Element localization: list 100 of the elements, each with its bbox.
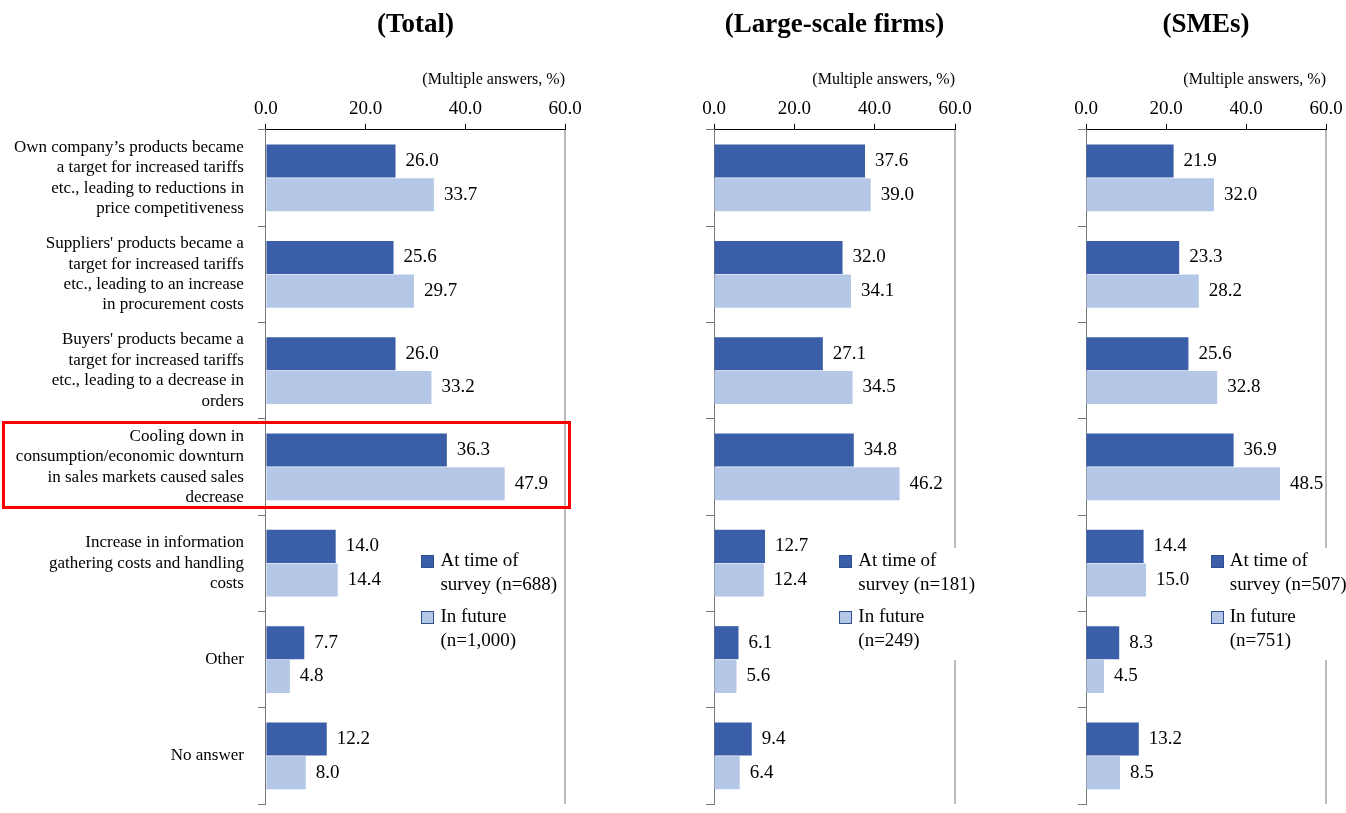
x-tick-label: 20.0	[1149, 97, 1183, 119]
bar	[1086, 433, 1234, 467]
bar	[714, 274, 851, 308]
chart-title: (Total)	[375, 8, 455, 39]
bar	[1086, 563, 1146, 597]
x-tick-label: 0.0	[1074, 97, 1098, 119]
legend-label: At time of survey (n=507)	[1229, 547, 1346, 596]
legend-label: At time of survey (n=688)	[440, 547, 559, 596]
bar	[266, 756, 306, 790]
bar	[714, 659, 737, 693]
data-label: 28.2	[1208, 279, 1243, 301]
legend-label: In future (n=1,000)	[440, 603, 518, 652]
y-tick-label: Buyers' products became a target for increased tariffs etc., leading to a decrease in orders	[51, 329, 245, 410]
data-label: 9.4	[761, 726, 787, 748]
bar	[1086, 178, 1214, 212]
bar	[266, 178, 434, 212]
data-label: 34.8	[863, 438, 898, 460]
data-label: 12.7	[775, 534, 809, 556]
data-label: 32.0	[1224, 182, 1258, 204]
data-label: 48.5	[1290, 471, 1324, 493]
data-label: 25.6	[403, 245, 437, 267]
bar	[1086, 626, 1120, 660]
bar	[266, 659, 290, 693]
bar	[266, 337, 396, 371]
data-label: 26.0	[405, 341, 439, 363]
bar	[1086, 240, 1180, 274]
bar	[266, 274, 414, 308]
bar	[714, 144, 866, 178]
data-label: 12.4	[773, 568, 808, 590]
data-label: 25.6	[1198, 341, 1232, 363]
data-label: 21.9	[1183, 149, 1217, 171]
bar	[1086, 756, 1120, 790]
data-label: 15.0	[1156, 568, 1190, 590]
data-label: 6.4	[749, 760, 774, 782]
bar	[266, 467, 505, 501]
data-label: 39.0	[880, 182, 914, 204]
bar	[714, 370, 853, 404]
data-label: 33.2	[441, 375, 475, 397]
bar	[266, 433, 447, 467]
y-tick-label: Own company’s products became a target for increased tariffs etc., leading to reductions in price competitiveness	[13, 136, 245, 218]
bar	[714, 722, 752, 756]
data-label: 32.0	[852, 245, 886, 267]
data-label: 34.5	[862, 375, 896, 397]
data-label: 14.4	[1153, 534, 1188, 556]
bar	[1086, 144, 1174, 178]
data-label: 6.1	[748, 630, 773, 652]
x-tick-label: 40.0	[858, 97, 892, 119]
bar	[266, 529, 336, 563]
legend-label: In future (n=751)	[1229, 603, 1297, 652]
data-label: 5.6	[746, 664, 771, 686]
bar	[266, 144, 396, 178]
bar	[266, 626, 305, 660]
bar	[714, 563, 764, 597]
bar	[714, 240, 843, 274]
data-label: 14.0	[345, 534, 379, 556]
y-tick-label: Suppliers' products became a target for increased tariffs etc., leading to an increase in procurement costs	[45, 233, 245, 314]
x-tick-label: 20.0	[777, 97, 811, 119]
data-label: 13.2	[1148, 726, 1183, 748]
bar	[1086, 274, 1199, 308]
y-tick-label: No answer	[170, 745, 245, 765]
legend-label: At time of survey (n=181)	[858, 547, 977, 596]
data-label: 4.8	[299, 664, 324, 686]
data-label: 8.5	[1130, 760, 1154, 782]
legend-label: In future (n=249)	[858, 603, 926, 652]
data-label: 47.9	[514, 471, 548, 493]
x-tick-label: 20.0	[348, 97, 383, 119]
bar	[714, 178, 871, 212]
y-tick-label: Increase in information gathering costs and handling costs	[48, 532, 245, 593]
chart-subtitle: (Multiple answers, %)	[421, 70, 565, 88]
chart-subtitle: (Multiple answers, %)	[811, 70, 955, 88]
data-label: 23.3	[1189, 245, 1223, 267]
data-label: 12.2	[336, 726, 370, 748]
data-label: 34.1	[860, 279, 895, 301]
data-label: 37.6	[875, 149, 909, 171]
x-tick-label: 60.0	[548, 97, 582, 119]
bar	[266, 722, 327, 756]
bar	[714, 529, 766, 563]
data-label: 36.3	[456, 438, 491, 460]
bar	[1086, 370, 1218, 404]
bar	[714, 756, 740, 790]
data-label: 14.4	[347, 568, 382, 590]
data-label: 7.7	[314, 630, 339, 652]
bar	[266, 370, 432, 404]
bar	[1086, 659, 1104, 693]
data-label: 8.0	[315, 760, 340, 782]
bar	[1086, 529, 1144, 563]
bar	[714, 467, 900, 501]
chart-subtitle: (Multiple answers, %)	[1182, 70, 1326, 88]
x-tick-label: 0.0	[702, 97, 726, 119]
x-tick-label: 40.0	[1229, 97, 1263, 119]
y-tick-label: Other	[205, 649, 245, 668]
data-label: 32.8	[1227, 375, 1261, 397]
bar	[714, 433, 854, 467]
data-label: 8.3	[1129, 630, 1153, 652]
x-tick-label: 0.0	[254, 97, 278, 119]
y-tick-label: Cooling down in consumption/economic downturn in sales markets caused sales decrease	[15, 425, 245, 506]
chart-title: (SMEs)	[1161, 8, 1251, 39]
x-tick-label: 40.0	[448, 97, 482, 119]
bar	[714, 337, 823, 371]
bar	[266, 240, 394, 274]
